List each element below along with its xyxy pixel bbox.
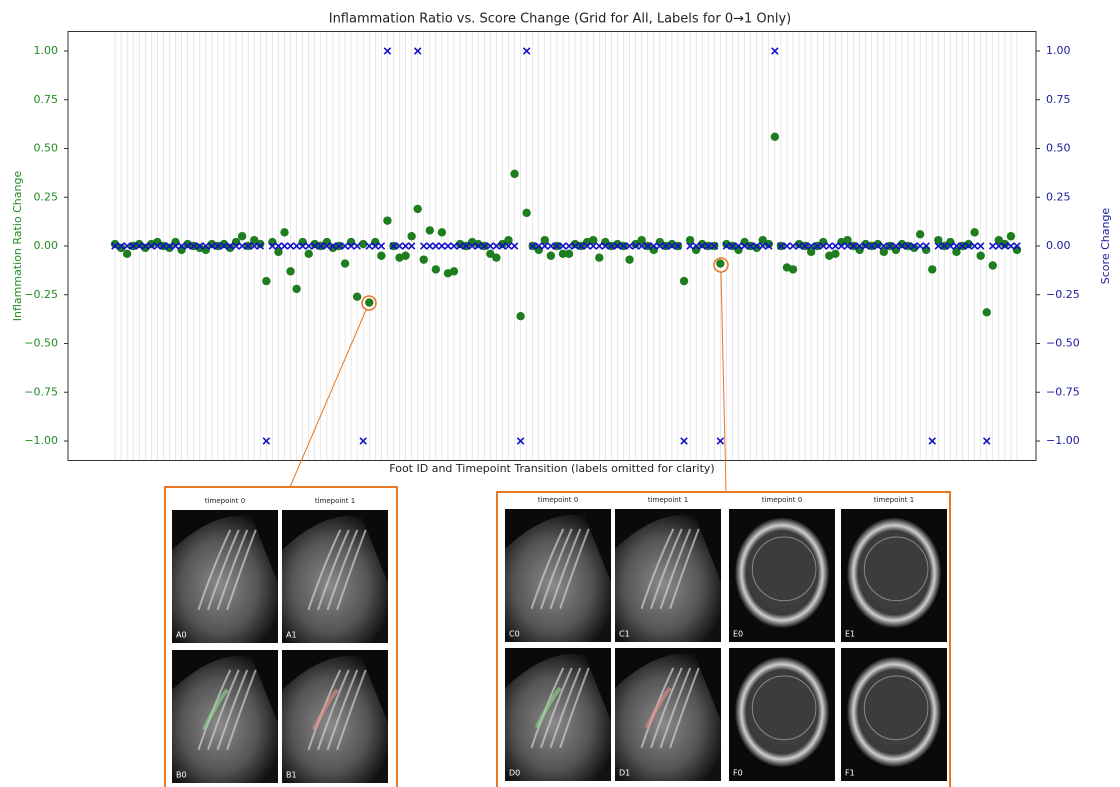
panel-label: B0 (176, 771, 187, 780)
panel-label: A0 (176, 631, 187, 640)
mri-bone (864, 676, 928, 740)
y2-axis-label: Score Change (1099, 208, 1112, 285)
point (450, 267, 458, 275)
y2-tick-label: 0.75 (1046, 93, 1071, 106)
point (928, 265, 936, 273)
y-tick-label: −0.75 (24, 385, 58, 398)
point (983, 308, 991, 316)
y-tick-label: −1.00 (24, 434, 58, 447)
figure: Inflammation Ratio vs. Score Change (Gri… (0, 0, 1120, 787)
point (353, 293, 361, 301)
y-tick-label: 0.25 (34, 190, 59, 203)
point (771, 133, 779, 141)
y-tick-label: 0.75 (34, 93, 59, 106)
panel-header: timepoint 0 (538, 496, 578, 504)
panel-label: E1 (845, 630, 855, 639)
point (680, 277, 688, 285)
point (262, 277, 270, 285)
point (383, 216, 391, 224)
panel-label: C1 (619, 630, 630, 639)
y-tick-label: 0.50 (34, 142, 59, 155)
point (522, 209, 530, 217)
point (432, 265, 440, 273)
point (716, 259, 724, 267)
y-tick-label: −0.25 (24, 288, 58, 301)
y2-tick-label: 0.50 (1046, 142, 1071, 155)
panel-header: timepoint 0 (205, 497, 245, 505)
point (492, 254, 500, 262)
y2-tick-label: 1.00 (1046, 44, 1071, 57)
point (341, 259, 349, 267)
y2-tick-label: −0.50 (1046, 337, 1080, 350)
point (280, 228, 288, 236)
mri-bone (752, 537, 816, 601)
y-tick-label: −0.50 (24, 337, 58, 350)
point (625, 255, 633, 263)
point (305, 250, 313, 258)
panel-label: B1 (286, 771, 297, 780)
point (976, 252, 984, 260)
point (359, 240, 367, 248)
panel-label: D0 (509, 769, 520, 778)
y-tick-label: 1.00 (34, 44, 59, 57)
x-axis-label: Foot ID and Timepoint Transition (labels… (389, 462, 714, 475)
point (123, 250, 131, 258)
point (286, 267, 294, 275)
point (420, 255, 428, 263)
panel-label: E0 (733, 630, 743, 639)
panel-header: timepoint 1 (874, 496, 914, 504)
panel-label: F1 (845, 769, 855, 778)
chart-title: Inflammation Ratio vs. Score Change (Gri… (329, 12, 792, 27)
point (916, 230, 924, 238)
point (547, 252, 555, 260)
point (831, 250, 839, 258)
point (438, 228, 446, 236)
y2-tick-label: 0.25 (1046, 190, 1071, 203)
point (413, 205, 421, 213)
point (426, 226, 434, 234)
point (510, 170, 518, 178)
point (401, 252, 409, 260)
panel-header: timepoint 1 (315, 497, 355, 505)
point (365, 298, 373, 306)
point (292, 285, 300, 293)
point (407, 232, 415, 240)
mri-bone (864, 537, 928, 601)
point (516, 312, 524, 320)
mri-bone (752, 676, 816, 740)
panel-label: A1 (286, 631, 297, 640)
point (565, 250, 573, 258)
panel-header: timepoint 1 (648, 496, 688, 504)
point (1007, 232, 1015, 240)
image-panels: timepoint 0 timepoint 1 A0 A1 B0 B1 timepoint … (172, 496, 947, 783)
y-axis-label: Inflammation Ratio Change (11, 171, 24, 322)
panel-label: D1 (619, 769, 630, 778)
point (595, 254, 603, 262)
point (970, 228, 978, 236)
point (989, 261, 997, 269)
point (238, 232, 246, 240)
panel-label: F0 (733, 769, 743, 778)
panel-header: timepoint 0 (762, 496, 802, 504)
y-tick-label: 0.00 (34, 239, 59, 252)
point (377, 252, 385, 260)
panel-label: C0 (509, 630, 520, 639)
y2-tick-label: 0.00 (1046, 239, 1071, 252)
y2-tick-label: −0.25 (1046, 288, 1080, 301)
y2-tick-label: −0.75 (1046, 385, 1080, 398)
plot-area: −1.00 −0.75 −0.50 −0.25 0.00 0.25 0.50 0.75 1.00… (24, 32, 1079, 461)
point (789, 265, 797, 273)
y2-tick-label: −1.00 (1046, 434, 1080, 447)
